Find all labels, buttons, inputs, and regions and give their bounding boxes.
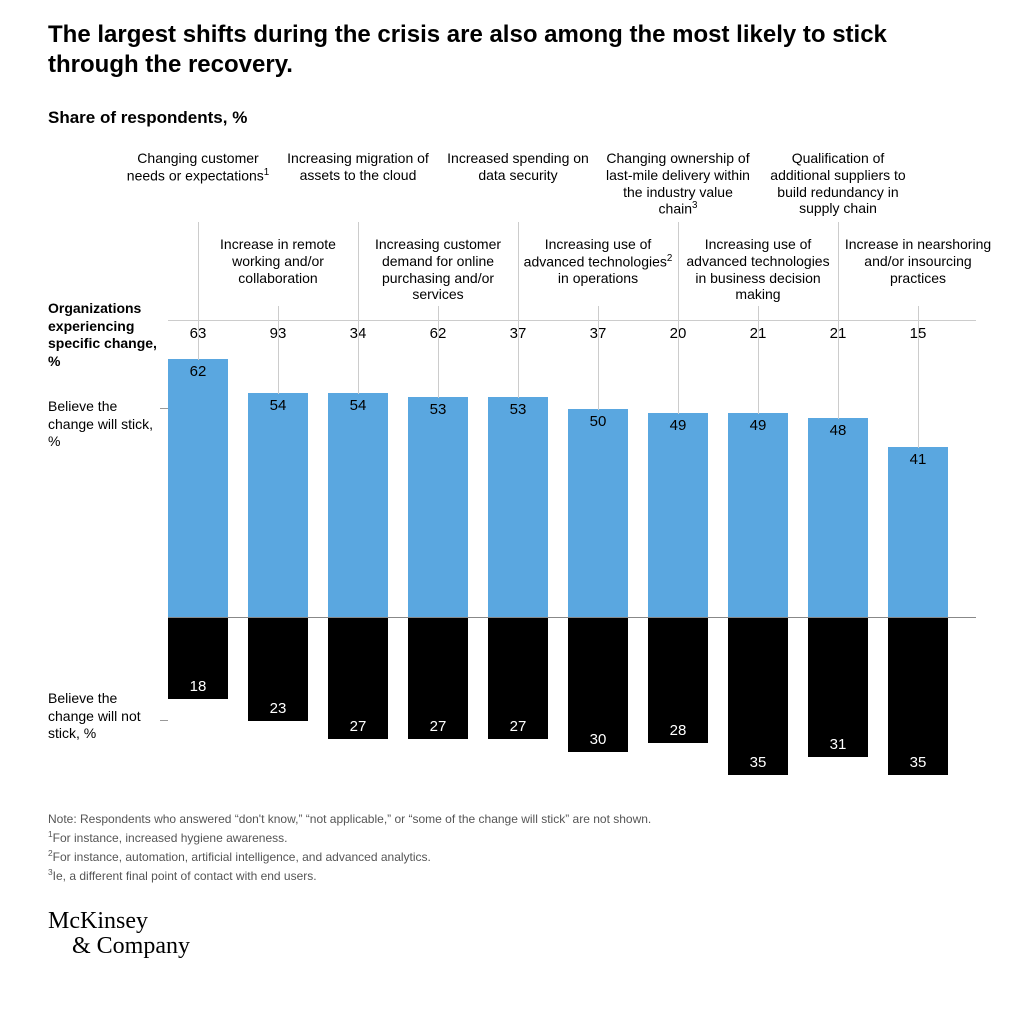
category-label: Increasing migration of assets to the cl… — [283, 150, 433, 184]
bar-stick: 41 — [888, 447, 948, 617]
leader-line — [278, 306, 279, 394]
bar-not-stick: 30 — [568, 618, 628, 752]
bar-not-stick: 27 — [488, 618, 548, 739]
footnote-note: Note: Respondents who answered “don't kn… — [48, 810, 976, 828]
leader-line — [518, 222, 519, 398]
bar-stick-value: 41 — [888, 451, 948, 468]
category-label: Qualification of additional suppliers to… — [763, 150, 913, 217]
bar-stick: 53 — [408, 397, 468, 617]
bar-stick-value: 50 — [568, 413, 628, 430]
bar-not-stick: 35 — [728, 618, 788, 775]
bar-not-stick-value: 27 — [488, 718, 548, 735]
footnote-2: 2For instance, automation, artificial in… — [48, 847, 976, 866]
bar-stick-value: 49 — [648, 417, 708, 434]
category-label: Increased spending on data security — [443, 150, 593, 184]
bars-negative: 18 23 27 27 27 30 28 35 31 35 — [168, 618, 976, 788]
bar-not-stick: 23 — [248, 618, 308, 721]
chart-area: Changing customer needs or expectations1… — [168, 150, 976, 788]
footnote-3: 3Ie, a different final point of contact … — [48, 866, 976, 885]
category-label: Changing customer needs or expectations1 — [123, 150, 273, 184]
chart-title: The largest shifts during the crisis are… — [48, 20, 948, 80]
bar-stick-value: 54 — [248, 397, 308, 414]
bar-stick-value: 54 — [328, 397, 388, 414]
bar-stick: 54 — [328, 393, 388, 617]
chart-subtitle: Share of respondents, % — [48, 108, 976, 128]
logo-line2: & Company — [48, 934, 976, 959]
bar-stick-value: 49 — [728, 417, 788, 434]
organizations-value-row: 63933462373720212115 — [168, 320, 976, 348]
bar-stick: 48 — [808, 418, 868, 617]
bar-not-stick-value: 35 — [728, 754, 788, 771]
bar-not-stick-value: 27 — [408, 718, 468, 735]
bar-stick: 62 — [168, 359, 228, 617]
footnote-1: 1For instance, increased hygiene awarene… — [48, 828, 976, 847]
leader-line — [678, 222, 679, 414]
bar-not-stick-value: 23 — [248, 700, 308, 717]
leader-line — [358, 222, 359, 394]
category-label: Increasing use of advanced technologies … — [683, 236, 833, 303]
bar-not-stick-value: 31 — [808, 736, 868, 753]
left-axis-labels: Organizations experiencing specific chan… — [48, 150, 168, 788]
category-label: Increase in nearshoring and/or insourcin… — [843, 236, 993, 286]
category-labels-row: Changing customer needs or expectations1… — [168, 150, 976, 320]
bar-not-stick: 27 — [328, 618, 388, 739]
leader-line — [838, 222, 839, 419]
leader-line — [918, 306, 919, 448]
bars-positive: 62 54 54 53 53 50 49 49 48 41 — [168, 348, 976, 618]
bar-not-stick: 35 — [888, 618, 948, 775]
bar-not-stick-value: 27 — [328, 718, 388, 735]
category-label: Increasing customer demand for online pu… — [363, 236, 513, 303]
category-label: Increase in remote working and/or collab… — [203, 236, 353, 286]
bar-not-stick-value: 30 — [568, 731, 628, 748]
label-stick: Believe the change will stick, % — [48, 398, 158, 451]
brand-logo: McKinsey & Company — [48, 909, 976, 959]
bar-not-stick: 18 — [168, 618, 228, 699]
leader-line — [438, 306, 439, 398]
bar-stick: 49 — [728, 413, 788, 617]
category-label: Changing ownership of last-mile delivery… — [603, 150, 753, 218]
bar-stick-value: 53 — [488, 401, 548, 418]
leader-line — [198, 222, 199, 360]
leader-line — [598, 306, 599, 410]
label-not-stick: Believe the change will not stick, % — [48, 690, 158, 743]
footnotes: Note: Respondents who answered “don't kn… — [48, 810, 976, 885]
leader-line — [758, 306, 759, 414]
chart-container: Organizations experiencing specific chan… — [48, 150, 976, 788]
bar-not-stick: 28 — [648, 618, 708, 743]
bar-stick-value: 48 — [808, 422, 868, 439]
bar-stick: 50 — [568, 409, 628, 617]
bar-not-stick: 27 — [408, 618, 468, 739]
bar-not-stick: 31 — [808, 618, 868, 757]
logo-line1: McKinsey — [48, 909, 976, 934]
bar-stick: 49 — [648, 413, 708, 617]
bar-not-stick-value: 35 — [888, 754, 948, 771]
bar-not-stick-value: 28 — [648, 722, 708, 739]
label-organizations: Organizations experiencing specific chan… — [48, 300, 158, 370]
bar-stick: 53 — [488, 397, 548, 617]
category-label: Increasing use of advanced technologies2… — [523, 236, 673, 287]
bar-stick: 54 — [248, 393, 308, 617]
bar-not-stick-value: 18 — [168, 678, 228, 695]
bar-stick-value: 53 — [408, 401, 468, 418]
bar-stick-value: 62 — [168, 363, 228, 380]
